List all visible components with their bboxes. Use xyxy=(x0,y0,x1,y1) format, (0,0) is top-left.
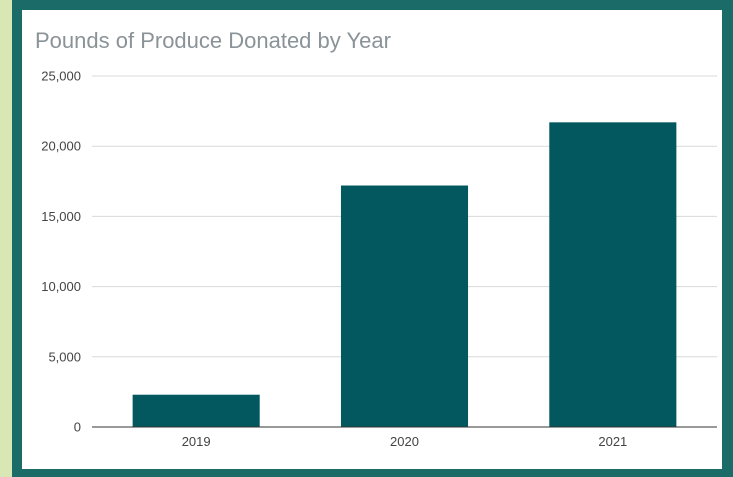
bar xyxy=(340,185,469,427)
y-tick-label: 10,000 xyxy=(41,279,81,294)
x-axis-tick-labels: 2019 2020 2021 xyxy=(182,434,628,449)
y-tick-label: 5,000 xyxy=(48,349,81,364)
bar xyxy=(549,122,677,427)
x-tick-label: 2020 xyxy=(390,434,419,449)
y-tick-label: 20,000 xyxy=(41,139,81,154)
y-tick-label: 15,000 xyxy=(41,209,81,224)
x-tick-label: 2019 xyxy=(182,434,211,449)
y-axis-tick-labels: 0 5,000 10,000 15,000 20,000 25,000 xyxy=(41,69,81,435)
x-tick-label: 2021 xyxy=(598,434,627,449)
chart-title: Pounds of Produce Donated by Year xyxy=(35,28,391,53)
y-tick-label: 25,000 xyxy=(41,69,81,84)
y-tick-label: 0 xyxy=(74,420,81,435)
bar xyxy=(132,394,260,427)
bars xyxy=(132,122,677,427)
